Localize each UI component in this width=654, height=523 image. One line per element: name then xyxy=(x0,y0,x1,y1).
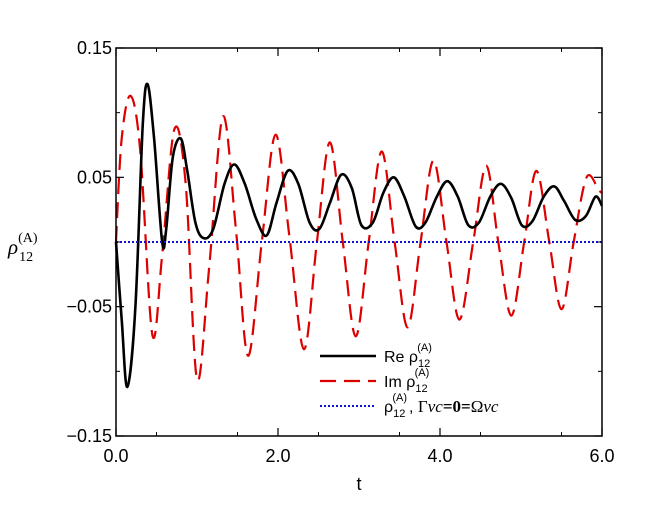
legend-label-im-sup: (A) xyxy=(415,367,430,379)
legend-label-im-prefix: Im ρ xyxy=(384,374,415,391)
legend-label-rho-omega: Ω xyxy=(471,397,484,416)
series-re-line xyxy=(114,82,604,389)
x-tick-label: 4.0 xyxy=(427,446,452,466)
legend-label-re: Re ρ12 (A) xyxy=(384,342,432,370)
legend-label-re-sup: (A) xyxy=(417,342,432,354)
legend-label-re-prefix: Re ρ xyxy=(384,349,418,366)
legend-label-re-sub: 12 xyxy=(418,358,430,370)
y-axis-label-sup: (A) xyxy=(18,231,38,246)
y-tick-label: 0.15 xyxy=(77,38,112,58)
legend-label-rho: ρ12(A), Γvc=0=Ωvc xyxy=(384,392,499,420)
x-tick-label: 6.0 xyxy=(589,446,614,466)
x-tick-label: 0.0 xyxy=(103,446,128,466)
legend-label-rho-sub: 12 xyxy=(393,408,405,420)
x-axis-label: t xyxy=(356,474,361,494)
x-tick-label: 2.0 xyxy=(265,446,290,466)
legend-label-rho-prefix: ρ xyxy=(384,399,393,416)
legend-label-rho-eq: =0= xyxy=(443,397,471,416)
series-layer xyxy=(114,82,604,389)
y-tick-label: 0.05 xyxy=(77,167,112,187)
tick-layer: 0.0 2.0 4.0 6.0 0.15 0.05 −0.05 −0.15 xyxy=(66,38,614,466)
legend-label-im: Im ρ12 (A) xyxy=(384,367,429,395)
y-axis-label: ρ12 (A) xyxy=(7,231,38,265)
legend-label-rho-comma: , xyxy=(409,399,418,416)
legend: Re ρ12(A) Im ρ12(A) ρ12(A), Γvc=0=Ωvc xyxy=(320,342,499,420)
legend-label-rho-gamma: Γ xyxy=(418,397,428,416)
legend-label-rho-vc2: vc xyxy=(483,397,499,416)
y-axis-label-sub: 12 xyxy=(19,250,33,265)
plot-frame xyxy=(115,47,603,437)
y-tick-label: −0.15 xyxy=(66,426,112,446)
y-axis-label-main: ρ xyxy=(7,235,18,259)
legend-label-rho-vc1: vc xyxy=(428,397,444,416)
legend-label-im-sub: 12 xyxy=(415,383,427,395)
legend-label-rho-sup: (A) xyxy=(392,392,407,404)
y-tick-label: −0.05 xyxy=(66,297,112,317)
